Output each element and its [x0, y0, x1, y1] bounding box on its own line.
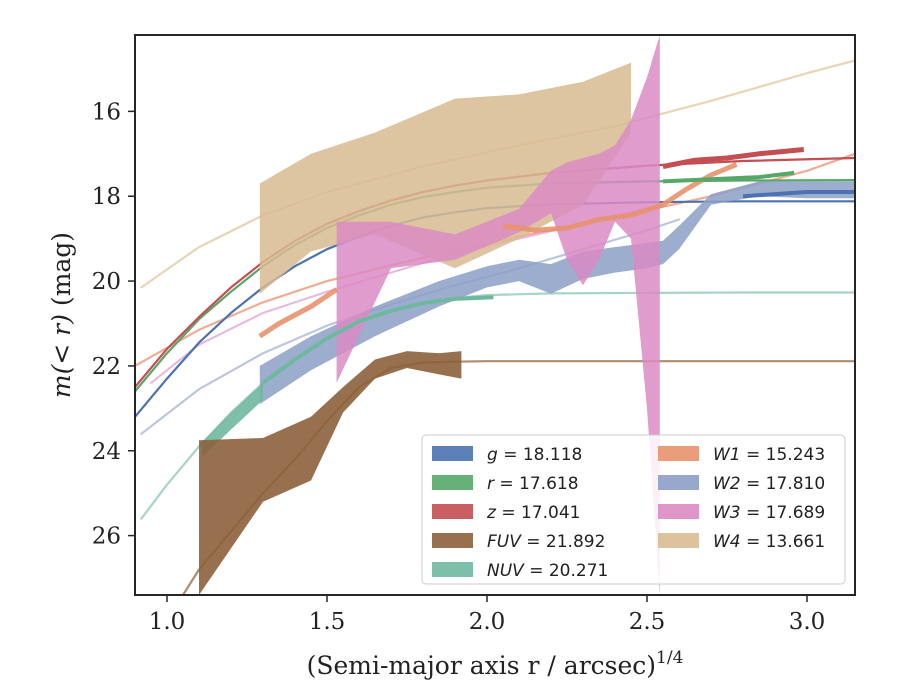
- legend-entry-w4: W4 = 13.661: [658, 532, 825, 552]
- legend-entry-g: g = 18.118: [432, 445, 582, 465]
- y-tick-label: 24: [92, 439, 121, 465]
- legend-entry-w3: W3 = 17.689: [658, 503, 825, 523]
- observed-line-z-4: [662, 147, 805, 169]
- legend-entry-w2: W2 = 17.810: [658, 474, 825, 494]
- x-axis-label: (Semi-major axis r / arcsec)1/4: [307, 648, 684, 680]
- legend-entry-z: z = 17.041: [432, 503, 580, 523]
- legend-items: g = 18.118 r = 17.618 z = 17.041 FUV = 21.8…: [432, 445, 825, 581]
- plot-frame: [134, 34, 856, 596]
- x-tick-label: 2.0: [469, 609, 506, 635]
- data-layer: [135, 35, 855, 595]
- x-tick-label: 3.0: [789, 609, 826, 635]
- legend-swatch: [432, 562, 473, 577]
- legend-label: W1 = 15.243: [713, 445, 825, 465]
- legend-swatch: [658, 475, 699, 490]
- legend-label: W2 = 17.810: [713, 474, 825, 494]
- band-nuv: [202, 382, 263, 458]
- legend-swatch: [432, 533, 473, 548]
- x-axis-label-exponent: 1/4: [656, 648, 683, 668]
- observed-line-w1-0: [258, 287, 338, 339]
- y-tick-label: 20: [92, 269, 121, 295]
- legend-swatch: [432, 446, 473, 461]
- x-axis-label-text: (Semi-major axis r / arcsec): [307, 651, 656, 680]
- y-tick-label: 26: [92, 524, 121, 550]
- y-tick-label: 22: [92, 354, 121, 380]
- y-tick-label: 16: [92, 99, 121, 125]
- legend-frame: [421, 434, 846, 585]
- legend-label: g = 18.118: [487, 445, 582, 465]
- observed-line-r-3: [662, 170, 795, 184]
- legend-entry-w1: W1 = 15.243: [658, 445, 825, 465]
- band-w3: [336, 35, 660, 595]
- legend-swatch: [432, 475, 473, 490]
- legend-entry-nuv: NUV = 20.271: [432, 561, 608, 581]
- legend: g = 18.118 r = 17.618 z = 17.041 FUV = 21.8…: [421, 434, 846, 585]
- band-fuv: [199, 351, 462, 595]
- legend-label: FUV = 21.892: [487, 532, 605, 552]
- y-tick-label: 18: [92, 184, 121, 210]
- legend-label: W3 = 17.689: [713, 503, 825, 523]
- legend-entry-r: r = 17.618: [432, 474, 579, 494]
- legend-swatch: [658, 504, 699, 519]
- legend-swatch: [658, 446, 699, 461]
- y-axis-label-unit: (mag): [47, 232, 76, 306]
- legend-label: W4 = 13.661: [713, 532, 825, 552]
- observed-line-nuv-2: [261, 295, 494, 385]
- y-axis-label: m(< r) (mag): [47, 232, 76, 398]
- y-axis-label-main: m(< r): [47, 314, 76, 398]
- x-tick-label: 2.5: [629, 609, 666, 635]
- observed-line-g-5: [742, 190, 855, 199]
- legend-entry-fuv: FUV = 21.892: [432, 532, 605, 552]
- tick-layer: 1.0 1.5 2.0 2.5 3.0 16 18 20 22 24 26: [92, 99, 826, 635]
- x-tick-label: 1.5: [309, 609, 346, 635]
- legend-swatch: [432, 504, 473, 519]
- legend-swatch: [658, 533, 699, 548]
- legend-label: z = 17.041: [486, 503, 580, 523]
- legend-label: NUV = 20.271: [487, 561, 608, 581]
- x-tick-label: 1.0: [149, 609, 186, 635]
- legend-label: r = 17.618: [487, 474, 579, 494]
